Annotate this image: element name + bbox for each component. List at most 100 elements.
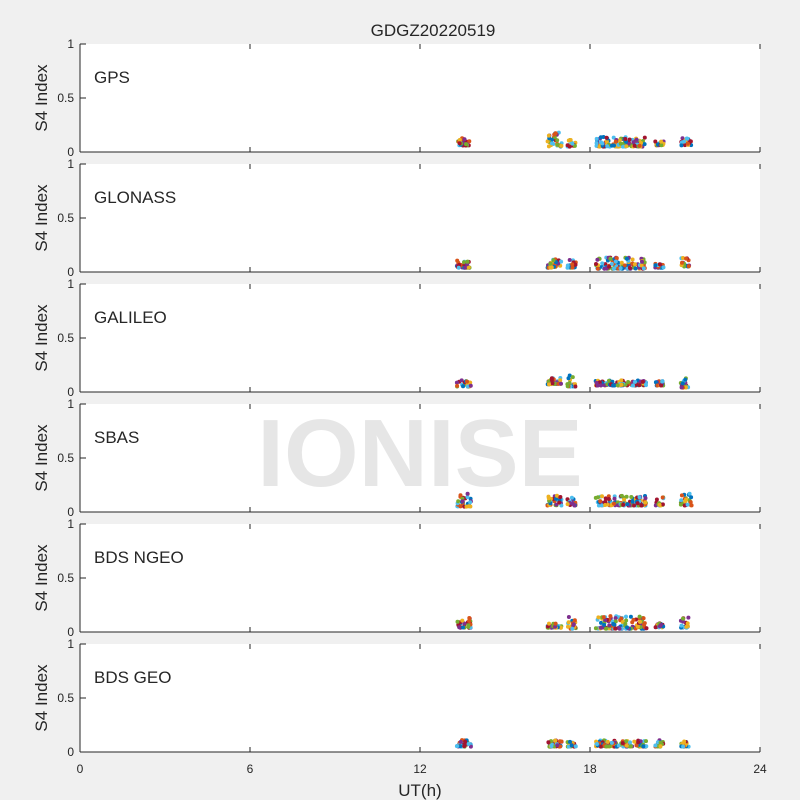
data-point — [465, 495, 470, 500]
data-point — [657, 262, 662, 267]
data-point — [555, 138, 560, 143]
data-point — [558, 378, 563, 383]
data-point — [607, 744, 612, 749]
data-point — [603, 496, 608, 501]
data-point — [661, 265, 666, 270]
data-point — [571, 622, 576, 627]
x-tick-label: 18 — [583, 762, 597, 776]
y-tick-label: 0.5 — [57, 331, 74, 345]
data-point — [604, 626, 608, 631]
y-tick-label: 0 — [67, 505, 74, 519]
data-point — [603, 499, 608, 504]
data-point — [600, 261, 605, 266]
data-point — [630, 499, 635, 504]
data-point — [604, 139, 609, 144]
data-point — [657, 624, 662, 629]
data-point — [618, 141, 623, 146]
data-point — [467, 504, 471, 509]
data-point — [570, 265, 575, 270]
data-point — [609, 262, 614, 266]
data-point — [570, 626, 575, 631]
data-point — [613, 619, 618, 624]
data-point — [555, 493, 559, 498]
data-point — [636, 740, 641, 745]
data-point — [546, 496, 551, 501]
data-point — [557, 739, 562, 744]
data-point — [551, 258, 556, 263]
data-point — [601, 615, 606, 620]
data-point — [605, 739, 610, 744]
data-point — [462, 621, 467, 626]
data-point — [616, 743, 621, 748]
data-point — [659, 139, 664, 144]
data-point — [679, 385, 684, 390]
data-point — [612, 501, 616, 506]
data-point — [611, 383, 616, 388]
data-point — [633, 266, 638, 271]
data-point — [594, 141, 599, 146]
data-point — [549, 378, 554, 383]
data-point — [573, 744, 578, 749]
y-tick-label: 0.5 — [57, 451, 74, 465]
data-point — [679, 623, 684, 628]
y-tick-label: 0.5 — [57, 91, 74, 105]
data-point — [618, 266, 623, 271]
data-point — [659, 143, 664, 148]
data-point — [655, 383, 660, 388]
panel-glonass: 0 0.5 1 S4 Index GLONASS — [32, 157, 761, 279]
data-point — [619, 493, 624, 498]
data-point — [466, 265, 471, 270]
data-point — [629, 495, 634, 499]
data-point — [633, 379, 637, 384]
data-point — [461, 384, 466, 389]
data-point — [614, 256, 619, 261]
panel-bds-ngeo: 0 0.5 1 S4 Index BDS NGEO — [32, 517, 761, 639]
data-point — [609, 740, 614, 745]
data-point — [638, 619, 642, 624]
data-point — [598, 499, 603, 504]
watermark: IONISE — [257, 400, 582, 507]
panel-label: GPS — [94, 68, 130, 87]
data-point — [599, 620, 603, 625]
data-point — [616, 625, 621, 630]
data-point — [565, 143, 570, 148]
data-point — [571, 502, 575, 506]
data-point — [594, 262, 598, 266]
data-point — [605, 144, 610, 149]
data-point — [644, 383, 648, 388]
data-point — [464, 142, 468, 147]
data-point — [681, 744, 686, 749]
data-point — [462, 137, 467, 142]
data-point — [573, 384, 578, 389]
data-point — [566, 624, 570, 629]
data-point — [619, 378, 624, 383]
plot-area — [80, 44, 760, 152]
data-point — [613, 139, 618, 144]
data-point — [611, 266, 616, 271]
y-tick-label: 1 — [67, 157, 74, 171]
data-point — [594, 380, 599, 385]
data-point — [623, 137, 628, 141]
data-point — [660, 495, 665, 500]
data-point — [565, 263, 570, 268]
data-point — [456, 265, 461, 270]
data-point — [640, 379, 645, 384]
data-point — [660, 502, 665, 507]
y-tick-label: 0 — [67, 745, 74, 759]
data-point — [549, 743, 554, 748]
data-point — [570, 375, 575, 380]
data-point — [613, 616, 618, 621]
data-point — [597, 380, 602, 385]
data-point — [570, 262, 575, 267]
y-axis-label: S4 Index — [32, 664, 51, 732]
data-point — [631, 617, 636, 622]
data-point — [632, 262, 637, 267]
data-point — [465, 379, 469, 384]
data-point — [644, 744, 649, 749]
x-tick-label: 6 — [247, 762, 254, 776]
data-point — [598, 625, 603, 630]
data-point — [632, 143, 637, 148]
data-point — [639, 503, 644, 508]
data-point — [600, 141, 605, 146]
